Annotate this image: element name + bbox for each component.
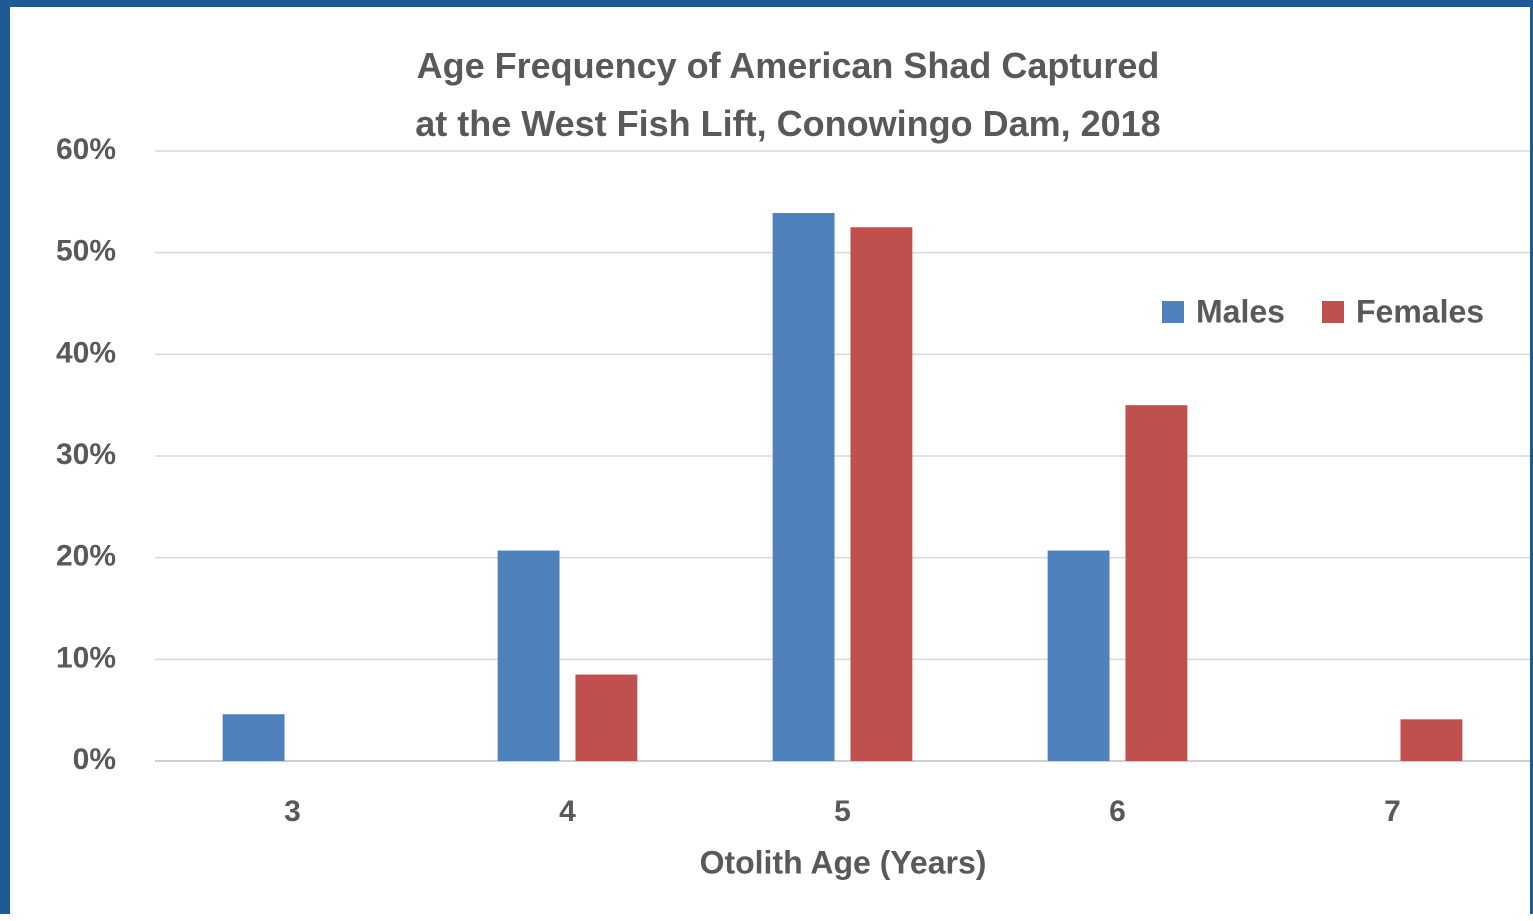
bar	[575, 674, 638, 761]
y-tick-label: 60%	[56, 133, 116, 166]
y-tick-label: 0%	[73, 743, 116, 776]
legend-swatch	[1322, 301, 1344, 323]
x-tick-label: 7	[1384, 795, 1401, 828]
chart: Otolith Age (Years) 0% 10% 20% 30% 40% 50% 60%…	[56, 133, 1530, 880]
x-tick-label: 6	[1109, 795, 1126, 828]
x-tick-label: 5	[834, 795, 851, 828]
x-tick-label: 3	[284, 795, 301, 828]
bar	[1125, 405, 1188, 761]
x-tick-label: 4	[559, 795, 576, 828]
y-tick-label: 20%	[56, 540, 116, 573]
bar	[1400, 719, 1463, 761]
legend-swatch	[1162, 301, 1184, 323]
bar	[222, 714, 285, 761]
y-tick-label: 40%	[56, 336, 116, 369]
x-axis-label: Otolith Age (Years)	[700, 844, 987, 880]
legend-label: Males	[1196, 293, 1285, 329]
bar	[772, 213, 835, 761]
legend-label: Females	[1356, 293, 1484, 329]
y-tick-label: 50%	[56, 235, 116, 268]
y-tick-label: 30%	[56, 438, 116, 471]
bar	[850, 227, 913, 761]
bar	[1047, 550, 1110, 761]
chart-title: Age Frequency of American Shad Captured …	[415, 45, 1161, 144]
bar	[497, 550, 560, 761]
y-tick-label: 10%	[56, 641, 116, 674]
